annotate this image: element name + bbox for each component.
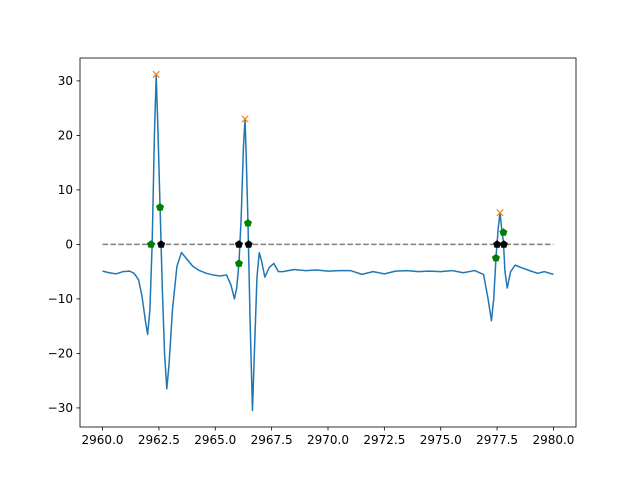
green-marker-5 — [499, 228, 508, 236]
peak-marker-2 — [496, 209, 504, 217]
x-tick-label-0: 2960.0 — [82, 433, 124, 447]
green-marker-1 — [156, 203, 165, 211]
x-tick-label-3: 2967.5 — [251, 433, 293, 447]
plot-area — [102, 74, 554, 412]
black-marker-4 — [499, 240, 508, 248]
x-tick-label-2: 2965.0 — [194, 433, 236, 447]
black-marker-0 — [157, 240, 166, 248]
x-tick-label-1: 2962.5 — [138, 433, 180, 447]
black-marker-3 — [493, 240, 502, 248]
peak-marker-1 — [241, 115, 249, 123]
y-tick-label-2: −10 — [48, 292, 73, 306]
x-axis: 2960.0 2962.5 2965.0 2967.5 2970.0 2972.5 2975… — [82, 427, 574, 447]
marker-layer — [147, 70, 508, 267]
x-tick-label-6: 2975.0 — [420, 433, 462, 447]
green-marker-2 — [234, 259, 243, 267]
peak-marker-0 — [152, 70, 160, 78]
y-tick-label-0: −30 — [48, 401, 73, 415]
x-tick-label-4: 2970.0 — [307, 433, 349, 447]
green-marker-0 — [147, 240, 156, 248]
y-tick-label-1: −20 — [48, 347, 73, 361]
black-marker-2 — [244, 240, 253, 248]
y-tick-label-6: 30 — [58, 74, 73, 88]
x-tick-label-5: 2972.5 — [363, 433, 405, 447]
y-tick-label-4: 10 — [58, 183, 73, 197]
series-line-0 — [102, 74, 554, 412]
y-tick-label-5: 20 — [58, 129, 73, 143]
green-marker-4 — [491, 253, 500, 262]
x-tick-label-8: 2980.0 — [532, 433, 574, 447]
green-marker-3 — [243, 218, 252, 227]
y-tick-label-3: 0 — [65, 238, 73, 252]
x-tick-label-7: 2977.5 — [476, 433, 518, 447]
y-axis: −30 −20 −10 0 10 20 30 — [48, 74, 80, 415]
black-marker-1 — [234, 240, 243, 248]
